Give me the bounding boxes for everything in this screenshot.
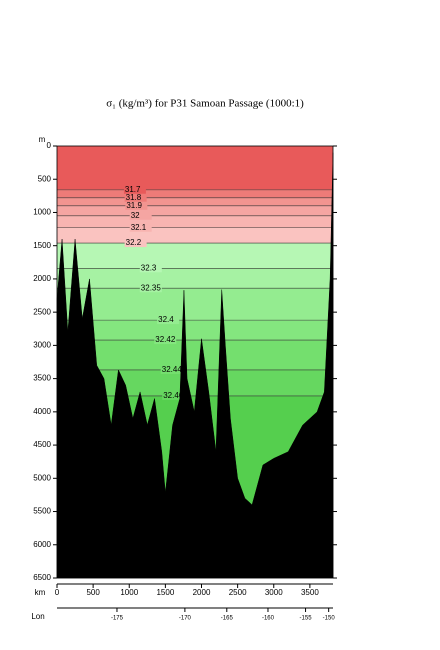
contour-label-bg bbox=[139, 284, 162, 293]
y-tick-label: 500 bbox=[38, 174, 52, 183]
y-tick-label: 3500 bbox=[33, 374, 51, 383]
x-tick-label: 3000 bbox=[265, 588, 283, 597]
contour-label-bg bbox=[129, 223, 152, 232]
y-tick-label: 4000 bbox=[33, 407, 51, 416]
density-band bbox=[57, 146, 333, 190]
density-band bbox=[57, 197, 333, 206]
plot-frame bbox=[56, 145, 334, 579]
contour-label-bg bbox=[160, 365, 183, 374]
y-tick-label: 5500 bbox=[33, 507, 51, 516]
x-tick-label: 1000 bbox=[120, 588, 138, 597]
lon-tick-label: -160 bbox=[262, 616, 275, 622]
x-tick-label: 0 bbox=[55, 588, 60, 597]
contour-label: 32 bbox=[131, 211, 140, 220]
x-tick-label: 3500 bbox=[301, 588, 319, 597]
y-tick-label: 2000 bbox=[33, 274, 51, 283]
watermark: WOCE bbox=[107, 534, 123, 540]
density-band bbox=[57, 189, 333, 198]
density-band bbox=[57, 243, 333, 269]
x-tick-label: 2000 bbox=[193, 588, 211, 597]
y-tick-label: 2500 bbox=[33, 307, 51, 316]
note: Computer Generated bbox=[77, 560, 152, 569]
density-band bbox=[57, 340, 333, 370]
chart-title: σ₁ (kg/m³) for P31 Samoan Passage (1000:… bbox=[106, 98, 304, 110]
watermark: HYDROGRAPHIC bbox=[94, 542, 136, 548]
lon-tick-label: -155 bbox=[300, 616, 313, 622]
contour-label: 32.2 bbox=[126, 238, 142, 247]
y-tick-label: 6000 bbox=[33, 540, 51, 549]
x-tick-label: 1500 bbox=[156, 588, 174, 597]
x-tick-label: 2500 bbox=[229, 588, 247, 597]
contour-label: 32.4 bbox=[158, 315, 174, 324]
contour-label-bg bbox=[129, 211, 152, 220]
contour-label: 31.9 bbox=[126, 201, 142, 210]
contour-label-bg bbox=[123, 185, 146, 194]
y-tick-label: 3000 bbox=[33, 340, 51, 349]
contour-label-bg bbox=[139, 264, 162, 273]
contour-label-bg bbox=[124, 193, 147, 202]
contour-label-bg bbox=[157, 316, 180, 325]
contour-label: 31.7 bbox=[125, 185, 141, 194]
contour-label: 31.8 bbox=[126, 193, 142, 202]
bathymetry bbox=[56, 152, 334, 579]
lon-axis-label: Lon bbox=[31, 612, 44, 621]
contour-label: 32.42 bbox=[155, 335, 176, 344]
x-tick-label: 500 bbox=[86, 588, 100, 597]
contour-label: 32.44 bbox=[162, 365, 183, 374]
watermark: ATLAS bbox=[107, 550, 124, 556]
y-tick-label: 4500 bbox=[33, 440, 51, 449]
density-band bbox=[57, 227, 333, 244]
y-tick-label: 0 bbox=[47, 141, 52, 150]
y-tick-label: 6500 bbox=[33, 573, 51, 582]
density-band bbox=[57, 320, 333, 341]
lon-tick-label: -165 bbox=[221, 616, 234, 622]
y-tick-label: 1500 bbox=[33, 241, 51, 250]
contour-label-bg bbox=[125, 201, 148, 210]
contour-label: 32.46 bbox=[163, 391, 184, 400]
contour-label-bg bbox=[124, 239, 147, 248]
contour-label-bg bbox=[162, 391, 185, 400]
density-band bbox=[57, 268, 333, 289]
contour-label: 32.35 bbox=[141, 283, 162, 292]
density-band bbox=[57, 288, 333, 321]
x-axis-label: km bbox=[35, 588, 46, 597]
y-tick-label: 1000 bbox=[33, 208, 51, 217]
y-axis-label: m bbox=[39, 135, 46, 144]
density-band bbox=[57, 215, 333, 228]
contour-label: 32.3 bbox=[141, 263, 157, 272]
y-tick-label: 5000 bbox=[33, 473, 51, 482]
lon-tick-label: -175 bbox=[111, 616, 124, 622]
lon-tick-label: -170 bbox=[179, 616, 192, 622]
density-band bbox=[57, 205, 333, 216]
contour-label: 32.1 bbox=[131, 223, 147, 232]
lon-tick-label: -150 bbox=[323, 616, 336, 622]
contour-label-bg bbox=[154, 336, 177, 345]
